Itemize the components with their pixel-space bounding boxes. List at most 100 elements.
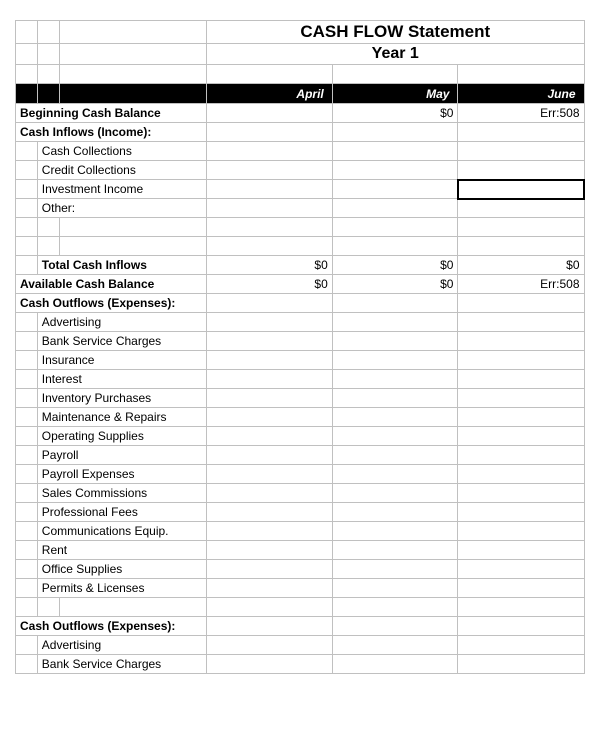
cell[interactable] [206, 237, 332, 256]
selected-cell[interactable] [458, 180, 584, 199]
cell[interactable] [16, 256, 38, 275]
cell[interactable] [332, 142, 458, 161]
cell[interactable] [332, 332, 458, 351]
label-investment-income[interactable]: Investment Income [37, 180, 206, 199]
cell[interactable] [206, 560, 332, 579]
label-inventory[interactable]: Inventory Purchases [37, 389, 206, 408]
cell[interactable] [332, 598, 458, 617]
cell[interactable] [332, 313, 458, 332]
cell[interactable] [59, 44, 206, 65]
cell[interactable] [458, 617, 584, 636]
cell[interactable] [59, 598, 206, 617]
cell[interactable] [16, 541, 38, 560]
cell[interactable] [458, 465, 584, 484]
cell[interactable] [458, 351, 584, 370]
cell[interactable] [458, 142, 584, 161]
label-inflows[interactable]: Cash Inflows (Income): [16, 123, 207, 142]
cell[interactable] [16, 560, 38, 579]
val-begbal-jun[interactable]: Err:508 [458, 104, 584, 123]
cell[interactable] [16, 332, 38, 351]
cell[interactable] [59, 65, 206, 84]
cell[interactable] [206, 484, 332, 503]
label-available-balance[interactable]: Available Cash Balance [16, 275, 207, 294]
cell[interactable] [332, 237, 458, 256]
val-totalinflows-jun[interactable]: $0 [458, 256, 584, 275]
cell[interactable] [16, 636, 38, 655]
label-beginning-balance[interactable]: Beginning Cash Balance [16, 104, 207, 123]
cell[interactable] [332, 579, 458, 598]
cell[interactable] [206, 427, 332, 446]
cell[interactable] [458, 560, 584, 579]
label-advertising-2[interactable]: Advertising [37, 636, 206, 655]
cell[interactable] [16, 313, 38, 332]
cell[interactable] [59, 84, 206, 104]
cell[interactable] [16, 351, 38, 370]
label-sales-commissions[interactable]: Sales Commissions [37, 484, 206, 503]
label-total-inflows[interactable]: Total Cash Inflows [37, 256, 206, 275]
cell[interactable] [206, 389, 332, 408]
label-office-supplies[interactable]: Office Supplies [37, 560, 206, 579]
label-other[interactable]: Other: [37, 199, 206, 218]
label-outflows-2[interactable]: Cash Outflows (Expenses): [16, 617, 207, 636]
label-payroll-expenses[interactable]: Payroll Expenses [37, 465, 206, 484]
cell[interactable] [206, 180, 332, 199]
label-cash-collections[interactable]: Cash Collections [37, 142, 206, 161]
cell[interactable] [206, 199, 332, 218]
label-permits[interactable]: Permits & Licenses [37, 579, 206, 598]
cell[interactable] [458, 199, 584, 218]
page-subtitle[interactable]: Year 1 [206, 44, 584, 65]
label-rent[interactable]: Rent [37, 541, 206, 560]
cell[interactable] [332, 636, 458, 655]
cell[interactable] [16, 218, 38, 237]
month-header-june[interactable]: June [458, 84, 584, 104]
cell[interactable] [206, 351, 332, 370]
cell[interactable] [458, 484, 584, 503]
cell[interactable] [37, 44, 59, 65]
cell[interactable] [206, 579, 332, 598]
cell[interactable] [458, 446, 584, 465]
cell[interactable] [332, 560, 458, 579]
cell[interactable] [458, 65, 584, 84]
cell[interactable] [332, 427, 458, 446]
cell[interactable] [59, 237, 206, 256]
val-totalinflows-may[interactable]: $0 [332, 256, 458, 275]
cell[interactable] [206, 522, 332, 541]
cell[interactable] [16, 655, 38, 674]
cell[interactable] [59, 218, 206, 237]
val-availbal-may[interactable]: $0 [332, 275, 458, 294]
cell[interactable] [16, 503, 38, 522]
cell[interactable] [458, 370, 584, 389]
cell[interactable] [332, 123, 458, 142]
cell[interactable] [16, 161, 38, 180]
cell[interactable] [458, 427, 584, 446]
cell[interactable] [206, 655, 332, 674]
cell[interactable] [458, 579, 584, 598]
cell[interactable] [332, 655, 458, 674]
cell[interactable] [16, 579, 38, 598]
cell[interactable] [332, 65, 458, 84]
cell[interactable] [332, 617, 458, 636]
cell[interactable] [458, 313, 584, 332]
cell[interactable] [332, 389, 458, 408]
cell[interactable] [458, 408, 584, 427]
page-title[interactable]: CASH FLOW Statement [206, 21, 584, 44]
label-communications[interactable]: Communications Equip. [37, 522, 206, 541]
cell[interactable] [16, 142, 38, 161]
cell[interactable] [206, 503, 332, 522]
cell[interactable] [206, 617, 332, 636]
label-bank-charges-2[interactable]: Bank Service Charges [37, 655, 206, 674]
cell[interactable] [206, 446, 332, 465]
cell[interactable] [16, 522, 38, 541]
label-maintenance[interactable]: Maintenance & Repairs [37, 408, 206, 427]
cell[interactable] [16, 370, 38, 389]
cell[interactable] [458, 161, 584, 180]
cell[interactable] [206, 636, 332, 655]
label-outflows[interactable]: Cash Outflows (Expenses): [16, 294, 207, 313]
cell[interactable] [458, 389, 584, 408]
label-bank-charges[interactable]: Bank Service Charges [37, 332, 206, 351]
cell[interactable] [206, 313, 332, 332]
cell[interactable] [206, 65, 332, 84]
cell[interactable] [332, 408, 458, 427]
val-availbal-apr[interactable]: $0 [206, 275, 332, 294]
cell[interactable] [16, 484, 38, 503]
